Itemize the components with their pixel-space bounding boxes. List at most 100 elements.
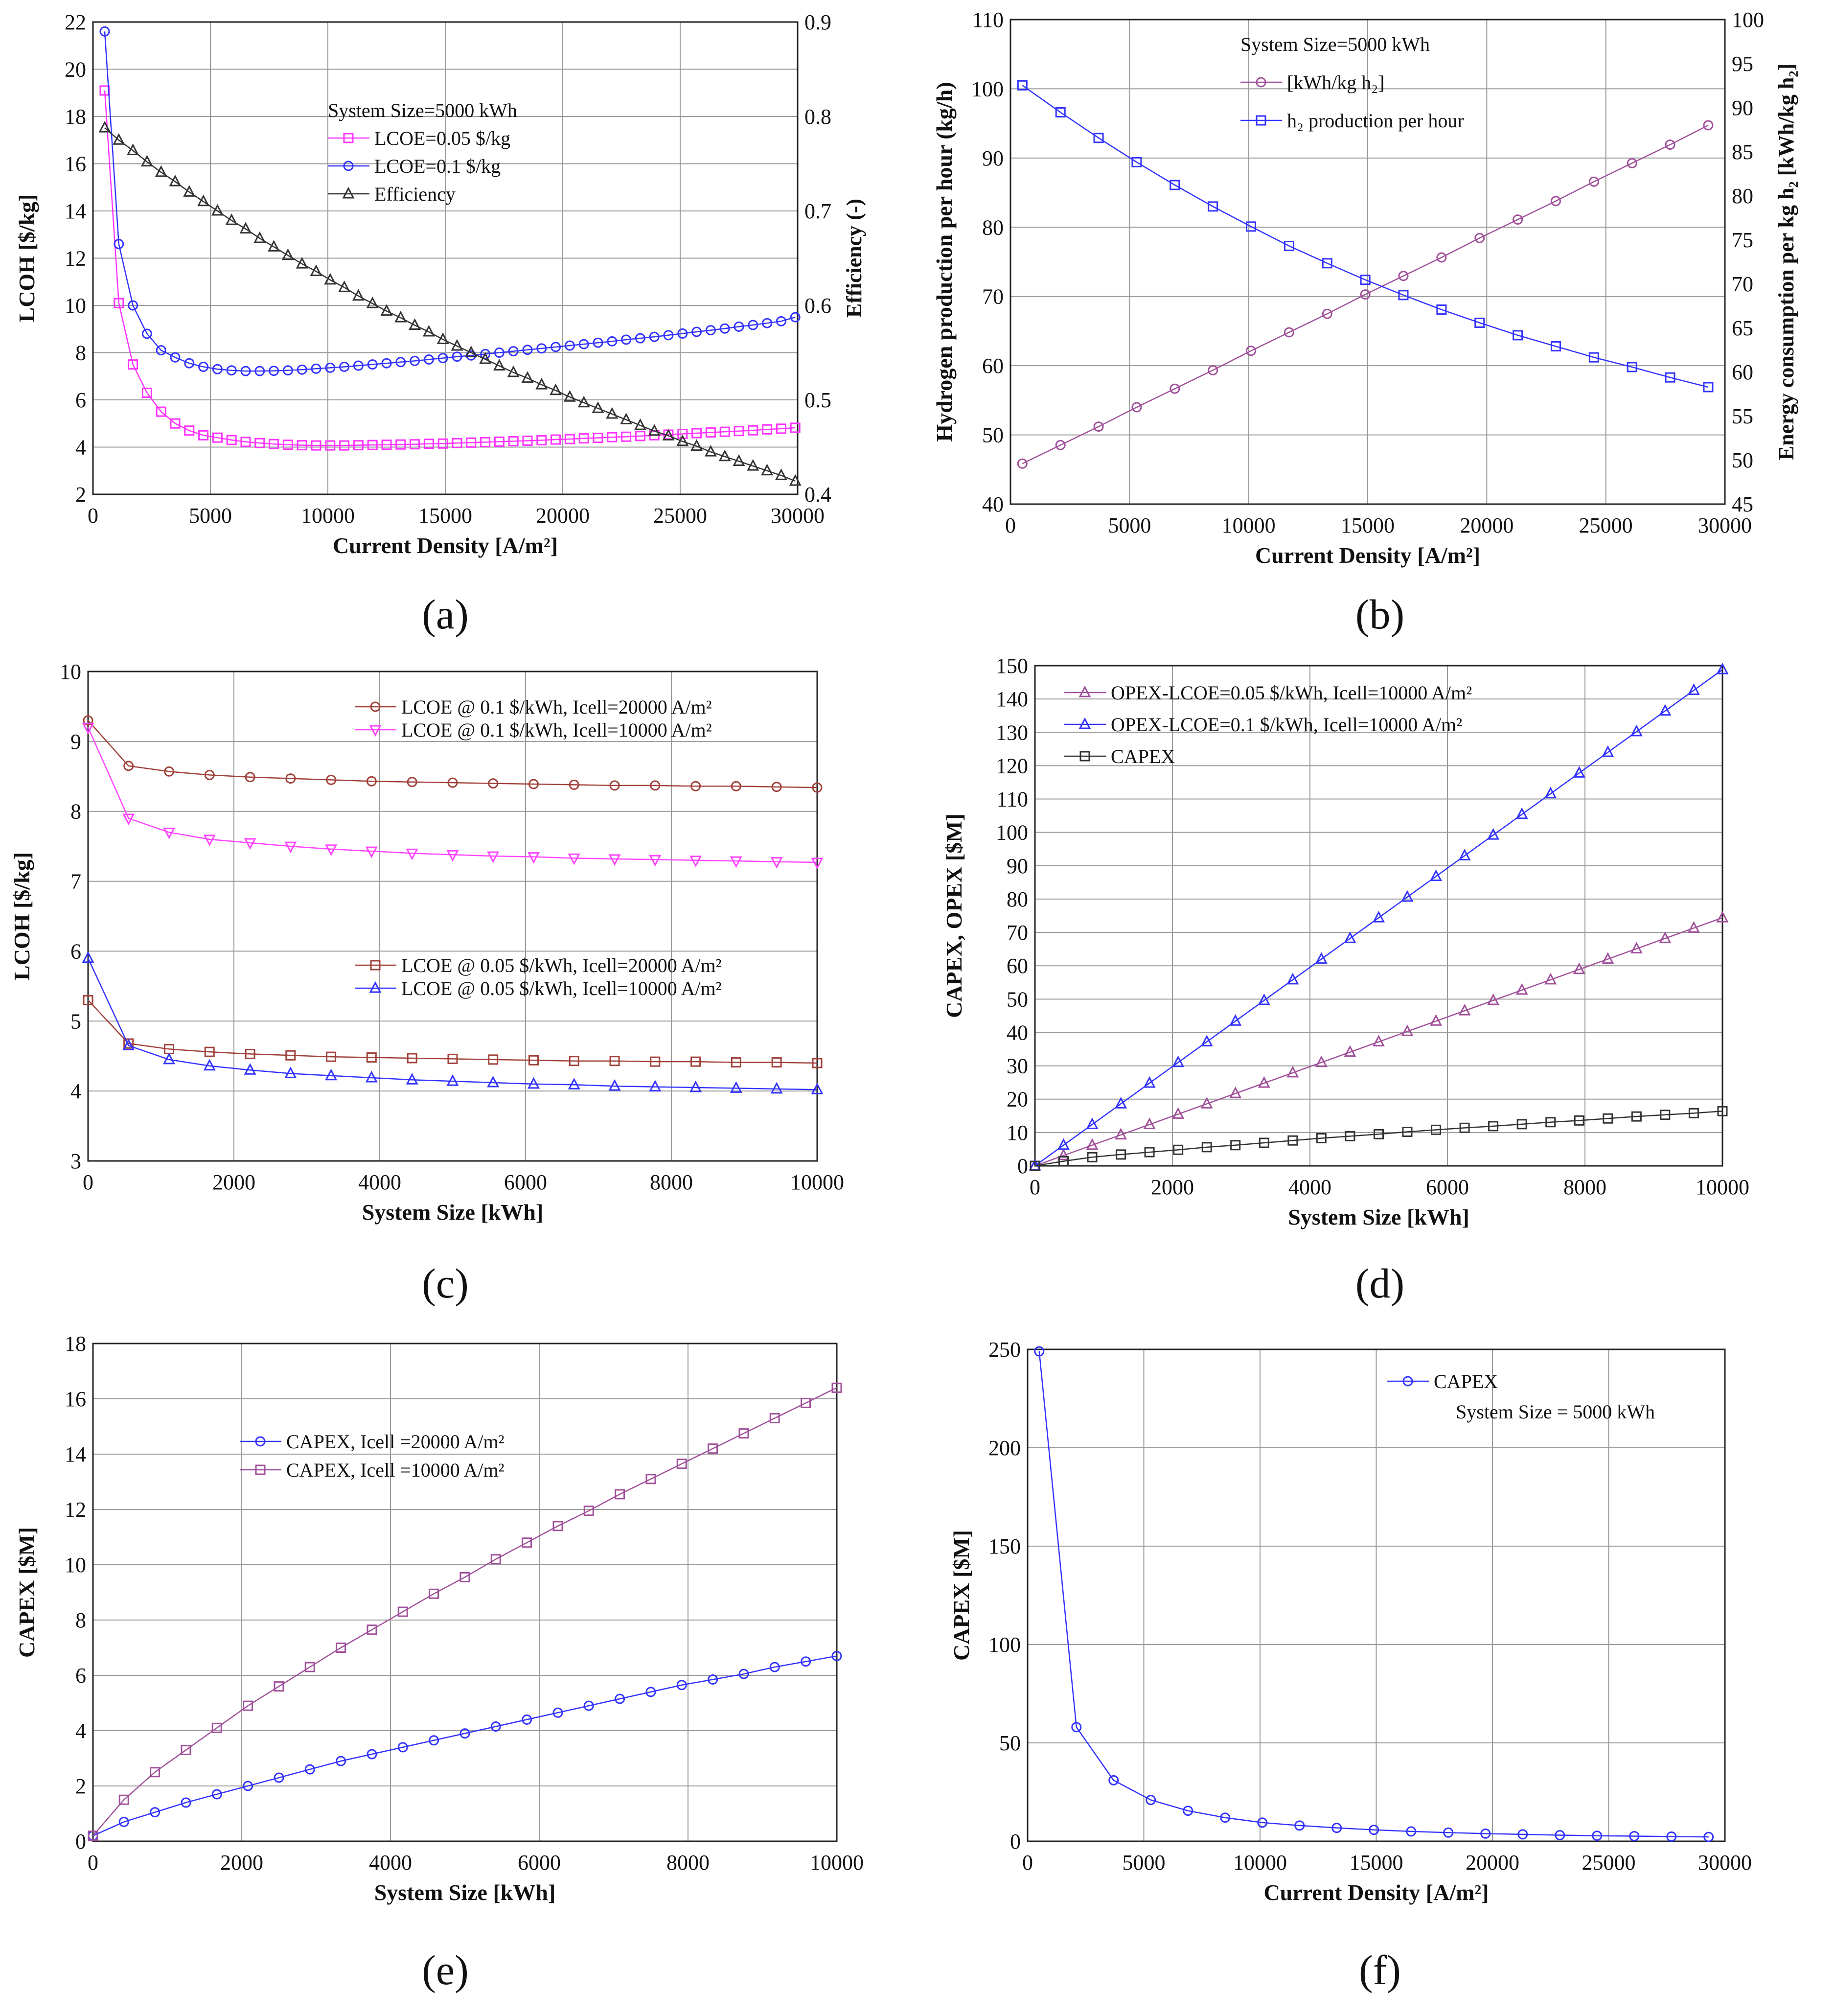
series-line bbox=[104, 90, 796, 446]
y-tick-label: 4 bbox=[75, 436, 86, 460]
x-tick-label: 30000 bbox=[771, 504, 825, 528]
data-point bbox=[211, 204, 224, 216]
data-point bbox=[1086, 1117, 1099, 1130]
chart-a: 0 5000 10000 15000 20000 25000 30000 2 4 6 8 10 12 14… bbox=[14, 10, 866, 558]
panel-b: 0 5000 10000 15000 20000 25000 30000 40 50 60 70 80… bbox=[918, 0, 1835, 651]
data-point bbox=[621, 431, 632, 442]
caption-c: (c) bbox=[422, 1260, 469, 1307]
data-point bbox=[1360, 275, 1371, 285]
data-point bbox=[1402, 1127, 1413, 1137]
y2-tick-label: 0.5 bbox=[804, 388, 831, 412]
y2-tick-label: 65 bbox=[1732, 316, 1753, 340]
data-point bbox=[663, 330, 674, 341]
x-tick-label: 10000 bbox=[790, 1170, 844, 1194]
series-1 bbox=[99, 26, 801, 376]
data-point bbox=[1550, 341, 1561, 352]
chart-d: 0 2000 4000 6000 8000 10000 0 10 20 30 40 50 60 70 80 9… bbox=[941, 654, 1749, 1229]
data-point bbox=[1515, 807, 1528, 819]
x-tick-label: 0 bbox=[88, 504, 98, 528]
data-point bbox=[1284, 240, 1294, 251]
data-point bbox=[297, 440, 307, 451]
data-point bbox=[1488, 1121, 1499, 1132]
data-point bbox=[285, 773, 296, 784]
y-tick-label: 40 bbox=[982, 492, 1004, 516]
data-point bbox=[1258, 993, 1270, 1005]
data-point bbox=[1315, 952, 1328, 964]
data-point bbox=[183, 185, 196, 197]
y2-tick-label: 70 bbox=[1732, 272, 1753, 296]
data-point bbox=[649, 1080, 662, 1092]
data-point bbox=[1430, 1014, 1443, 1026]
data-point bbox=[1602, 745, 1614, 757]
x-axis-title: Current Density [A/m²] bbox=[1255, 543, 1480, 568]
data-point bbox=[114, 239, 124, 250]
y2-axis-title: Energy consumption per kg h₂ [kWh/kg h₂] bbox=[1774, 64, 1798, 460]
legend-title: System Size=5000 kWh bbox=[328, 99, 517, 121]
y-tick-label: 50 bbox=[999, 1731, 1021, 1755]
legend-marker bbox=[343, 133, 354, 143]
data-point bbox=[311, 440, 321, 451]
data-point bbox=[1131, 157, 1142, 167]
data-point bbox=[718, 449, 731, 462]
legend-label: CAPEX, Icell =20000 A/m² bbox=[286, 1431, 505, 1453]
data-point bbox=[150, 1807, 161, 1818]
data-point bbox=[352, 289, 365, 301]
data-point bbox=[1116, 1149, 1126, 1160]
data-point bbox=[1627, 158, 1637, 168]
data-point bbox=[1172, 1055, 1185, 1067]
legend-marker bbox=[1078, 717, 1091, 729]
y-tick-label: 20 bbox=[1007, 1088, 1028, 1112]
data-point bbox=[244, 1063, 256, 1075]
data-point bbox=[141, 388, 152, 398]
data-point bbox=[676, 1680, 687, 1691]
data-point bbox=[1200, 1097, 1213, 1109]
data-point bbox=[1058, 1156, 1069, 1166]
data-point bbox=[240, 437, 251, 447]
y-tick-label: 90 bbox=[982, 146, 1004, 170]
y-tick-label: 50 bbox=[982, 423, 1004, 447]
data-point bbox=[691, 326, 702, 337]
data-point bbox=[336, 1756, 346, 1766]
data-point bbox=[775, 468, 787, 480]
y-tick-label: 14 bbox=[65, 199, 86, 223]
data-point bbox=[1716, 910, 1729, 923]
data-point bbox=[243, 1781, 253, 1791]
y-tick-label: 60 bbox=[1007, 954, 1028, 978]
data-point bbox=[568, 1078, 580, 1089]
data-point bbox=[365, 846, 378, 858]
data-point bbox=[676, 1459, 687, 1469]
data-point bbox=[1436, 252, 1447, 263]
data-point bbox=[583, 1506, 594, 1516]
data-point bbox=[609, 780, 620, 791]
y-tick-label: 40 bbox=[1007, 1020, 1028, 1044]
y-tick-label: 90 bbox=[1007, 854, 1028, 878]
data-point bbox=[801, 1397, 811, 1408]
chart-e: 0 2000 4000 6000 8000 10000 0 2 4 6 8 10 12 14 16 18 Sys… bbox=[14, 1332, 864, 1905]
data-point bbox=[407, 1053, 417, 1064]
data-point bbox=[606, 407, 619, 419]
data-point bbox=[429, 1735, 439, 1746]
data-point bbox=[731, 1057, 741, 1068]
data-point bbox=[1093, 133, 1104, 143]
data-point bbox=[181, 1797, 191, 1808]
data-point bbox=[522, 1537, 532, 1548]
data-point bbox=[1208, 201, 1218, 212]
series-line bbox=[88, 999, 818, 1064]
data-point bbox=[1030, 1160, 1040, 1171]
series-line bbox=[87, 958, 818, 1090]
data-point bbox=[552, 1521, 563, 1531]
panel-e: 0 2000 4000 6000 8000 10000 0 2 4 6 8 10 12 14 16 18 Sys… bbox=[0, 1329, 918, 2014]
data-point bbox=[353, 360, 364, 371]
data-point bbox=[1545, 1117, 1556, 1128]
data-point bbox=[1401, 1024, 1414, 1036]
data-point bbox=[203, 1059, 216, 1071]
y-tick-label: 100 bbox=[988, 1633, 1021, 1657]
x-tick-labels: 0 5000 10000 15000 20000 25000 30000 bbox=[88, 504, 825, 528]
x-axis-title: Current Density [A/m²] bbox=[333, 533, 558, 558]
data-point bbox=[1259, 1137, 1269, 1148]
data-point bbox=[380, 304, 393, 316]
data-point bbox=[569, 779, 579, 790]
x-tick-label: 30000 bbox=[1698, 1851, 1752, 1875]
data-point bbox=[621, 334, 632, 345]
